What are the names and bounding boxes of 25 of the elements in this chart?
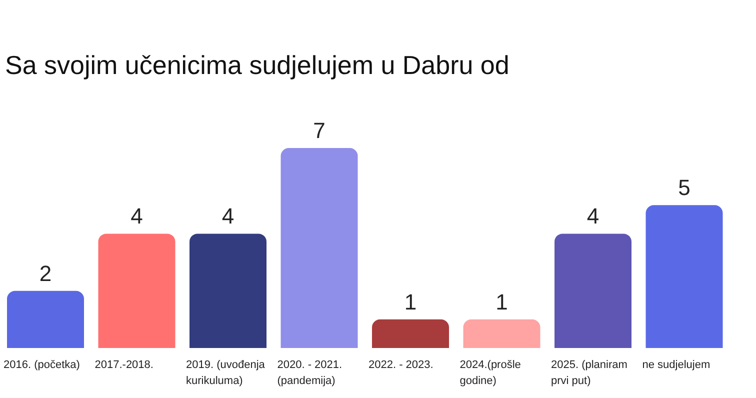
data-label: 4 — [222, 204, 234, 229]
x-tick-label: 2016. (početka) — [4, 359, 80, 371]
bar — [7, 290, 84, 348]
x-tick-label: 2017.-2018. — [94, 359, 154, 371]
data-label: 1 — [496, 289, 508, 314]
data-label: 1 — [404, 289, 417, 314]
data-label: 7 — [313, 118, 326, 143]
bar — [646, 205, 723, 348]
data-label: 5 — [678, 175, 690, 200]
data-label: 2 — [39, 260, 52, 286]
bar — [280, 148, 358, 348]
x-tick-label: ne sudjelujem — [642, 359, 710, 371]
bar — [554, 234, 632, 348]
bar — [463, 319, 540, 348]
x-tick-label: 2022. - 2023. — [368, 359, 434, 371]
x-tick-label: 2025. (planiram prvi put) — [551, 359, 628, 387]
x-tick-label: 2019. (uvođenja kurikuluma) — [186, 359, 266, 387]
x-tick-label: 2024.(prošle godine) — [460, 359, 521, 387]
x-tick-label: 2020. - 2021. (pandemija) — [277, 359, 342, 387]
data-label: 4 — [130, 204, 143, 229]
bar — [98, 234, 176, 348]
data-label: 4 — [586, 204, 600, 229]
chart-title: Sa svojim učenicima sudjelujem u Dabru od — [5, 50, 510, 81]
bar — [190, 234, 266, 348]
bar — [372, 319, 449, 348]
